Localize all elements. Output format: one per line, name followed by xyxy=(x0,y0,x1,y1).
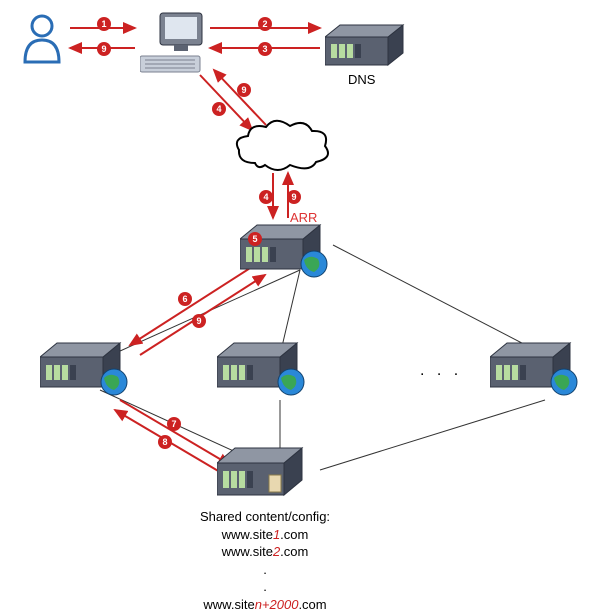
step-9b-badge: 9 xyxy=(237,83,251,97)
shared-site1: www.site1.com xyxy=(115,526,415,544)
shared-dot2: . xyxy=(115,578,415,596)
user-icon xyxy=(18,12,66,67)
web-server-left-icon xyxy=(40,340,135,398)
step-6-badge: 6 xyxy=(178,292,192,306)
step-1-badge: 1 xyxy=(97,17,111,31)
step-9d-badge: 9 xyxy=(192,314,206,328)
step-3-badge: 3 xyxy=(258,42,272,56)
step-9a-badge: 9 xyxy=(97,42,111,56)
cloud-icon xyxy=(230,118,335,178)
step-5-badge: 5 xyxy=(248,232,262,246)
step-4b-badge: 4 xyxy=(259,190,273,204)
storage-server-icon xyxy=(217,445,317,507)
shared-site2: www.site2.com xyxy=(115,543,415,561)
step-7-badge: 7 xyxy=(167,417,181,431)
step-2-badge: 2 xyxy=(258,17,272,31)
dns-label: DNS xyxy=(348,72,375,87)
shared-content-block: Shared content/config: www.site1.com www… xyxy=(115,508,415,613)
web-server-mid-icon xyxy=(217,340,312,398)
dns-server-icon xyxy=(325,22,410,72)
arr-server-icon xyxy=(240,222,335,280)
step-8-badge: 8 xyxy=(158,435,172,449)
shared-dot1: . xyxy=(115,561,415,579)
client-computer-icon xyxy=(140,8,215,78)
web-server-right-icon xyxy=(490,340,585,398)
shared-site-final: www.siten+2000.com xyxy=(115,596,415,613)
step-4a-badge: 4 xyxy=(212,102,226,116)
shared-title: Shared content/config: xyxy=(115,508,415,526)
step-9c-badge: 9 xyxy=(287,190,301,204)
ellipsis-label: . . . xyxy=(420,362,462,380)
